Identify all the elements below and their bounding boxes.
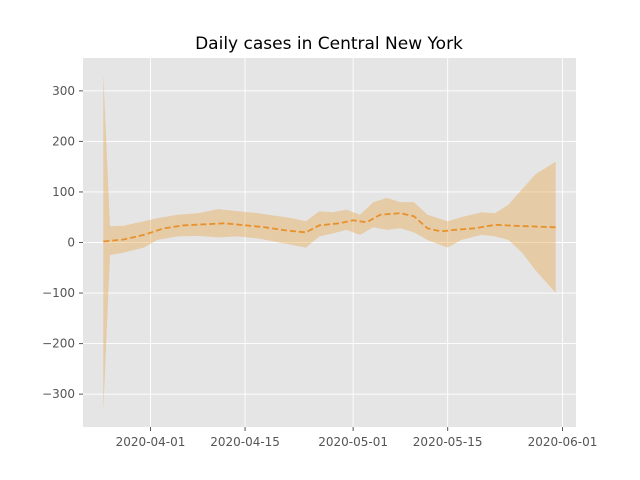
y-tick-label: 100 bbox=[52, 185, 75, 199]
y-axis-ticks: 300 200 100 0 −100 −200 −300 bbox=[42, 84, 83, 401]
y-tick-label: −100 bbox=[42, 286, 75, 300]
y-tick-label: 200 bbox=[52, 134, 75, 148]
x-tick-label: 2020-04-15 bbox=[210, 435, 280, 449]
x-tick-label: 2020-04-01 bbox=[116, 435, 186, 449]
series-line-0 bbox=[103, 212, 556, 243]
grid-lines bbox=[83, 58, 576, 427]
x-tick-label: 2020-05-15 bbox=[413, 435, 483, 449]
y-tick-label: −200 bbox=[42, 337, 75, 351]
x-tick-label: 2020-06-01 bbox=[528, 435, 598, 449]
x-axis-ticks: 2020-04-01 2020-04-15 2020-05-01 2020-05-15… bbox=[116, 427, 598, 449]
y-tick-label: 0 bbox=[67, 236, 75, 250]
series-lines bbox=[103, 212, 556, 243]
x-tick-label: 2020-05-01 bbox=[318, 435, 388, 449]
y-tick-label: −300 bbox=[42, 387, 75, 401]
chart-title: Daily cases in Central New York bbox=[195, 34, 463, 54]
y-tick-label: 300 bbox=[52, 84, 75, 98]
